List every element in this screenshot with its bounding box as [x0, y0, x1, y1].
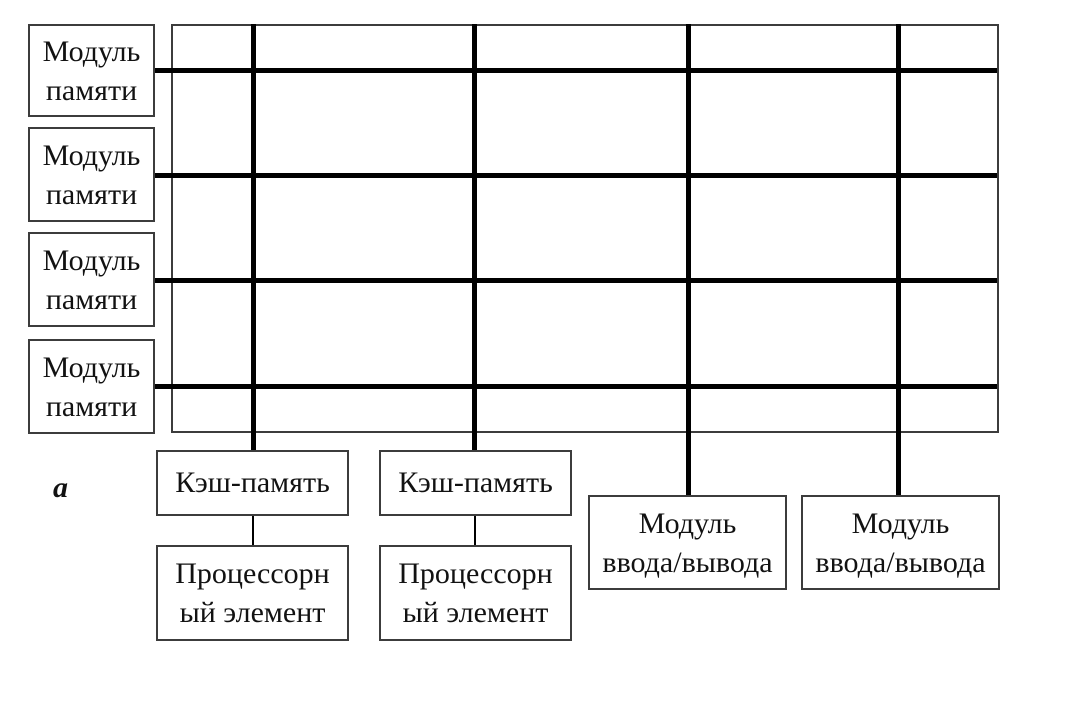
memory-bus-line-3: [155, 278, 997, 283]
memory-module-box-3: Модуль памяти: [28, 232, 155, 327]
processor-bus-line-2: [472, 24, 477, 450]
processor-element-box-1: Процессорн ый элемент: [156, 545, 349, 641]
memory-module-label: памяти: [45, 177, 138, 211]
cache-memory-box-2: Кэш-память: [379, 450, 572, 516]
memory-module-box-1: Модуль памяти: [28, 24, 155, 117]
cache-memory-label: Кэш-память: [175, 466, 330, 499]
cache-processor-connector-1: [252, 516, 254, 545]
memory-module-box-4: Модуль памяти: [28, 339, 155, 434]
io-module-box-2: Модуль ввода/вывода: [801, 495, 1000, 590]
cache-processor-connector-2: [474, 516, 476, 545]
crossbar-switch-grid: [171, 24, 999, 433]
io-module-box-1: Модуль ввода/вывода: [588, 495, 787, 590]
io-module-label: ввода/вывода: [815, 545, 986, 579]
processor-bus-line-1: [251, 24, 256, 450]
memory-module-box-2: Модуль памяти: [28, 127, 155, 222]
cache-memory-box-1: Кэш-память: [156, 450, 349, 516]
processor-element-label: Процессорн: [398, 557, 553, 590]
memory-module-label: Модуль: [42, 350, 141, 384]
memory-bus-line-4: [155, 384, 997, 389]
memory-bus-line-2: [155, 173, 997, 178]
processor-element-box-2: Процессорн ый элемент: [379, 545, 572, 641]
figure-label: а: [53, 471, 68, 504]
io-module-label: ввода/вывода: [602, 545, 773, 579]
memory-module-label: памяти: [45, 282, 138, 316]
memory-module-label: памяти: [45, 73, 138, 107]
processor-element-label: Процессорн: [175, 557, 330, 590]
memory-module-label: Модуль: [42, 243, 141, 277]
processor-element-label: ый элемент: [179, 596, 326, 629]
io-module-label: Модуль: [851, 506, 950, 540]
io-module-label: Модуль: [638, 506, 737, 540]
memory-module-label: памяти: [45, 389, 138, 423]
cache-memory-label: Кэш-память: [398, 466, 553, 499]
io-bus-line-1: [686, 24, 691, 495]
memory-bus-line-1: [155, 68, 997, 73]
memory-module-label: Модуль: [42, 34, 141, 68]
memory-module-label: Модуль: [42, 138, 141, 172]
processor-element-label: ый элемент: [402, 596, 549, 629]
io-bus-line-2: [896, 24, 901, 495]
